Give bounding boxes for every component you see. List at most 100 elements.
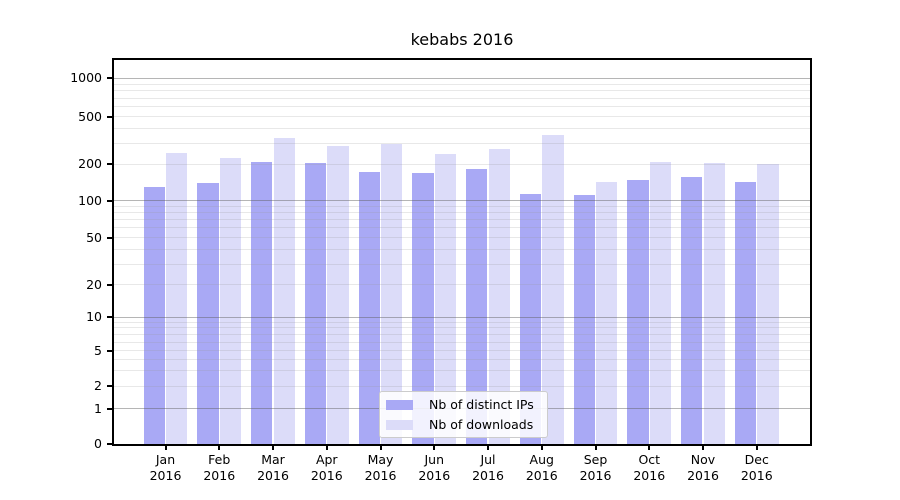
gridline-minor-90 [114, 205, 810, 207]
x-tick-label-mar: Mar 2016 [257, 452, 289, 483]
x-tick-mark-aug [540, 446, 543, 450]
gridline-minor-30 [114, 263, 810, 265]
bar-distinct-ips-jun [412, 172, 434, 444]
y-tick-mark-500 [107, 115, 112, 118]
gridline-minor-700 [114, 97, 810, 99]
bar-downloads-jul [488, 149, 510, 444]
x-tick-mark-dec [755, 446, 758, 450]
gridline-minor-70 [114, 219, 810, 221]
bar-distinct-ips-jan [143, 187, 165, 444]
gridline-minor-800 [114, 90, 810, 92]
bar-distinct-ips-oct [627, 180, 649, 444]
y-tick-mark-100 [107, 199, 112, 202]
legend-item-distinct-ips: Nb of distinct IPs [386, 397, 539, 413]
y-tick-label-500: 500 [78, 108, 102, 124]
y-tick-mark-10 [107, 316, 112, 318]
x-tick-label-jul: Jul 2016 [472, 452, 504, 483]
x-tick-label-dec: Dec 2016 [740, 452, 773, 483]
gridline-minor-600 [114, 106, 810, 108]
x-tick-mark-apr [325, 446, 328, 450]
y-tick-label-100: 100 [78, 192, 102, 208]
gridline-minor-500 [114, 116, 810, 118]
y-tick-mark-200 [107, 163, 112, 166]
x-tick-label-apr: Apr 2016 [310, 452, 343, 483]
x-tick-mark-sep [594, 446, 597, 450]
x-tick-label-jan: Jan 2016 [149, 452, 182, 483]
x-tick-mark-nov [702, 446, 704, 450]
y-tick-label-200: 200 [78, 156, 102, 172]
x-tick-label-nov: Nov 2016 [687, 452, 719, 483]
gridline-minor-60 [114, 227, 810, 229]
gridline-minor-900 [114, 83, 810, 85]
bar-downloads-apr [327, 145, 349, 444]
y-tick-mark-0 [107, 443, 112, 445]
y-tick-label-50: 50 [86, 229, 102, 245]
legend-item-downloads: Nb of downloads [386, 417, 539, 433]
gridline-minor-7 [114, 333, 810, 335]
legend-label-downloads: Nb of downloads [429, 416, 534, 432]
bar-downloads-oct [649, 161, 672, 444]
bar-downloads-jan [166, 152, 188, 444]
bar-downloads-dec [757, 163, 779, 444]
y-tick-label-1: 1 [94, 400, 102, 416]
plot-area: Nb of distinct IPs Nb of downloads [112, 58, 812, 446]
bar-distinct-ips-apr [304, 163, 327, 444]
gridline-minor-8 [114, 327, 810, 329]
legend-swatch-downloads [386, 419, 413, 430]
plot-inner [114, 60, 810, 444]
y-tick-mark-20 [107, 283, 112, 286]
gridline-major-10 [114, 316, 810, 318]
x-tick-mark-oct [648, 446, 651, 450]
gridline-minor-2 [114, 385, 810, 387]
legend: Nb of distinct IPs Nb of downloads [379, 391, 548, 438]
gridline-major-100 [114, 200, 810, 202]
x-tick-label-oct: Oct 2016 [633, 452, 666, 483]
bar-downloads-may [381, 143, 403, 444]
y-tick-label-0: 0 [94, 436, 102, 451]
y-tick-mark-2 [107, 385, 112, 388]
gridline-minor-200 [114, 163, 810, 165]
bar-downloads-sep [596, 182, 618, 444]
legend-swatch-distinct-ips [386, 399, 413, 410]
gridline-minor-40 [114, 248, 810, 250]
y-tick-label-1000: 1000 [70, 70, 102, 86]
y-tick-label-2: 2 [94, 378, 102, 394]
x-tick-mark-mar [272, 446, 274, 450]
y-tick-mark-1000 [107, 77, 112, 80]
gridline-minor-400 [114, 127, 810, 129]
legend-label-distinct-ips: Nb of distinct IPs [429, 396, 534, 412]
bar-downloads-aug [542, 134, 564, 444]
x-tick-label-aug: Aug 2016 [525, 452, 558, 483]
x-tick-mark-jan [164, 446, 167, 450]
x-tick-label-jun: Jun 2016 [418, 452, 451, 483]
gridline-minor-5 [114, 350, 810, 352]
x-tick-mark-jul [487, 446, 489, 450]
y-tick-label-20: 20 [86, 276, 102, 292]
x-tick-label-sep: Sep 2016 [579, 452, 612, 483]
bar-distinct-ips-mar [251, 162, 273, 444]
x-tick-label-may: May 2016 [364, 452, 397, 483]
gridline-minor-50 [114, 237, 810, 239]
gridline-minor-4 [114, 359, 810, 361]
x-tick-mark-may [379, 446, 382, 450]
x-tick-label-feb: Feb 2016 [203, 452, 236, 483]
gridline-minor-300 [114, 142, 810, 144]
bar-distinct-ips-nov [681, 177, 703, 444]
x-tick-mark-feb [218, 446, 221, 450]
gridline-minor-20 [114, 284, 810, 286]
bar-distinct-ips-aug [519, 194, 542, 444]
gridline-minor-6 [114, 341, 810, 343]
bar-distinct-ips-jul [466, 168, 488, 444]
bar-downloads-nov [703, 163, 725, 444]
bar-distinct-ips-may [358, 171, 380, 444]
bar-downloads-jun [434, 153, 457, 444]
bar-distinct-ips-feb [197, 183, 219, 444]
gridline-minor-3 [114, 370, 810, 372]
y-tick-mark-1 [107, 407, 112, 410]
y-tick-label-5: 5 [94, 342, 102, 358]
gridline-minor-9 [114, 321, 810, 323]
y-tick-mark-50 [107, 236, 112, 239]
gridline-minor-80 [114, 212, 810, 214]
bar-downloads-mar [273, 137, 295, 444]
